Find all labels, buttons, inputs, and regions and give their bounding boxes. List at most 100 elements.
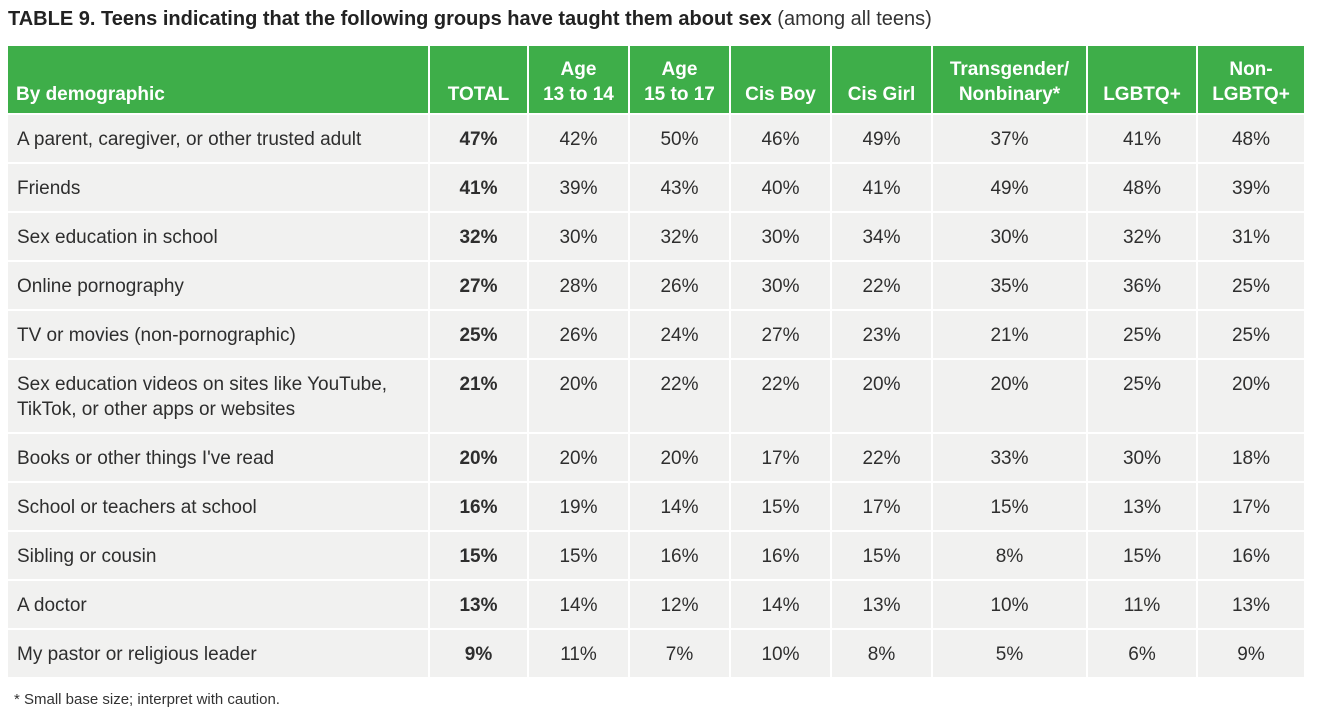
value-cell: 13% xyxy=(832,581,931,628)
value-cell: 6% xyxy=(1088,630,1196,677)
value-cell: 49% xyxy=(933,164,1086,211)
data-table: By demographic TOTAL Age 13 to 14 Age 15 to 1… xyxy=(6,44,1306,679)
header-label: Cis Girl xyxy=(847,84,916,105)
header-col-total: TOTAL xyxy=(430,46,527,113)
row-label: A doctor xyxy=(8,581,428,628)
total-cell: 41% xyxy=(430,164,527,211)
value-cell: 12% xyxy=(630,581,729,628)
header-label: Cis Boy xyxy=(745,84,816,105)
total-cell: 13% xyxy=(430,581,527,628)
header-col-age-13-14: Age 13 to 14 xyxy=(529,46,628,113)
value-cell: 30% xyxy=(529,213,628,260)
header-label: By demographic xyxy=(16,84,165,105)
total-cell: 25% xyxy=(430,311,527,358)
row-label-text: Online pornography xyxy=(17,276,184,297)
value-cell: 31% xyxy=(1198,213,1304,260)
value-cell: 26% xyxy=(529,311,628,358)
value-cell: 20% xyxy=(933,360,1086,432)
value-cell: 28% xyxy=(529,262,628,309)
value-cell: 37% xyxy=(933,115,1086,162)
value-cell: 13% xyxy=(1088,483,1196,530)
header-label: Age xyxy=(560,59,597,80)
value-cell: 16% xyxy=(630,532,729,579)
value-cell: 17% xyxy=(832,483,931,530)
table-row: Sex education in school 32% 30% 32% 30% 34% 30… xyxy=(8,213,1304,260)
header-col-age-15-17: Age 15 to 17 xyxy=(630,46,729,113)
total-cell: 27% xyxy=(430,262,527,309)
value-cell: 8% xyxy=(832,630,931,677)
header-label: 13 to 14 xyxy=(543,84,614,105)
value-cell: 20% xyxy=(529,434,628,481)
header-col-cis-boy: Cis Boy xyxy=(731,46,830,113)
table-row: A doctor 13% 14% 12% 14% 13% 10% 11% 13% xyxy=(8,581,1304,628)
value-cell: 48% xyxy=(1088,164,1196,211)
table-row: A parent, caregiver, or other trusted ad… xyxy=(8,115,1304,162)
header-row: By demographic TOTAL Age 13 to 14 Age 15 to 1… xyxy=(8,46,1304,113)
row-label-text: Friends xyxy=(17,178,81,199)
value-cell: 25% xyxy=(1198,311,1304,358)
value-cell: 10% xyxy=(933,581,1086,628)
value-cell: 49% xyxy=(832,115,931,162)
header-label: 15 to 17 xyxy=(644,84,715,105)
value-cell: 25% xyxy=(1088,311,1196,358)
total-cell: 32% xyxy=(430,213,527,260)
value-cell: 42% xyxy=(529,115,628,162)
value-cell: 7% xyxy=(630,630,729,677)
value-cell: 32% xyxy=(1088,213,1196,260)
row-label-text: TikTok, or other apps or websites xyxy=(17,399,296,420)
row-label: A parent, caregiver, or other trusted ad… xyxy=(8,115,428,162)
value-cell: 20% xyxy=(832,360,931,432)
value-cell: 30% xyxy=(1088,434,1196,481)
value-cell: 39% xyxy=(529,164,628,211)
row-label-text: Books or other things I've read xyxy=(17,448,275,469)
row-label-text: A doctor xyxy=(17,595,87,616)
table-row: Sex education videos on sites like YouTu… xyxy=(8,360,1304,432)
value-cell: 15% xyxy=(1088,532,1196,579)
value-cell: 48% xyxy=(1198,115,1304,162)
value-cell: 30% xyxy=(731,213,830,260)
total-cell: 16% xyxy=(430,483,527,530)
value-cell: 36% xyxy=(1088,262,1196,309)
value-cell: 33% xyxy=(933,434,1086,481)
header-col-cis-girl: Cis Girl xyxy=(832,46,931,113)
value-cell: 20% xyxy=(529,360,628,432)
value-cell: 21% xyxy=(933,311,1086,358)
total-cell: 15% xyxy=(430,532,527,579)
header-label: Transgender/ xyxy=(949,59,1070,80)
table-subtitle: (among all teens) xyxy=(771,8,932,30)
value-cell: 30% xyxy=(933,213,1086,260)
value-cell: 25% xyxy=(1198,262,1304,309)
row-label: Sibling or cousin xyxy=(8,532,428,579)
header-col-demo: By demographic xyxy=(8,46,428,113)
table-row: School or teachers at school 16% 19% 14% 15%… xyxy=(8,483,1304,530)
value-cell: 8% xyxy=(933,532,1086,579)
value-cell: 5% xyxy=(933,630,1086,677)
total-cell: 47% xyxy=(430,115,527,162)
value-cell: 34% xyxy=(832,213,931,260)
value-cell: 41% xyxy=(1088,115,1196,162)
row-label-text: My pastor or religious leader xyxy=(17,644,257,665)
row-label: Online pornography xyxy=(8,262,428,309)
value-cell: 22% xyxy=(630,360,729,432)
value-cell: 22% xyxy=(731,360,830,432)
footnote: * Small base size; interpret with cautio… xyxy=(14,691,280,708)
header-label: LGBTQ+ xyxy=(1212,84,1290,105)
total-cell: 20% xyxy=(430,434,527,481)
value-cell: 14% xyxy=(630,483,729,530)
table-title: TABLE 9. Teens indicating that the follo… xyxy=(8,8,772,30)
header-label: Age xyxy=(661,59,698,80)
value-cell: 14% xyxy=(731,581,830,628)
value-cell: 25% xyxy=(1088,360,1196,432)
header-label: LGBTQ+ xyxy=(1103,84,1181,105)
value-cell: 9% xyxy=(1198,630,1304,677)
row-label: Sex education in school xyxy=(8,213,428,260)
row-label-text: Sex education videos on sites like YouTu… xyxy=(17,374,388,395)
value-cell: 15% xyxy=(529,532,628,579)
value-cell: 15% xyxy=(933,483,1086,530)
row-label-text: TV or movies (non-pornographic) xyxy=(17,325,296,346)
value-cell: 13% xyxy=(1198,581,1304,628)
value-cell: 11% xyxy=(529,630,628,677)
value-cell: 17% xyxy=(1198,483,1304,530)
row-label-text: Sibling or cousin xyxy=(17,546,157,567)
row-label: Friends xyxy=(8,164,428,211)
